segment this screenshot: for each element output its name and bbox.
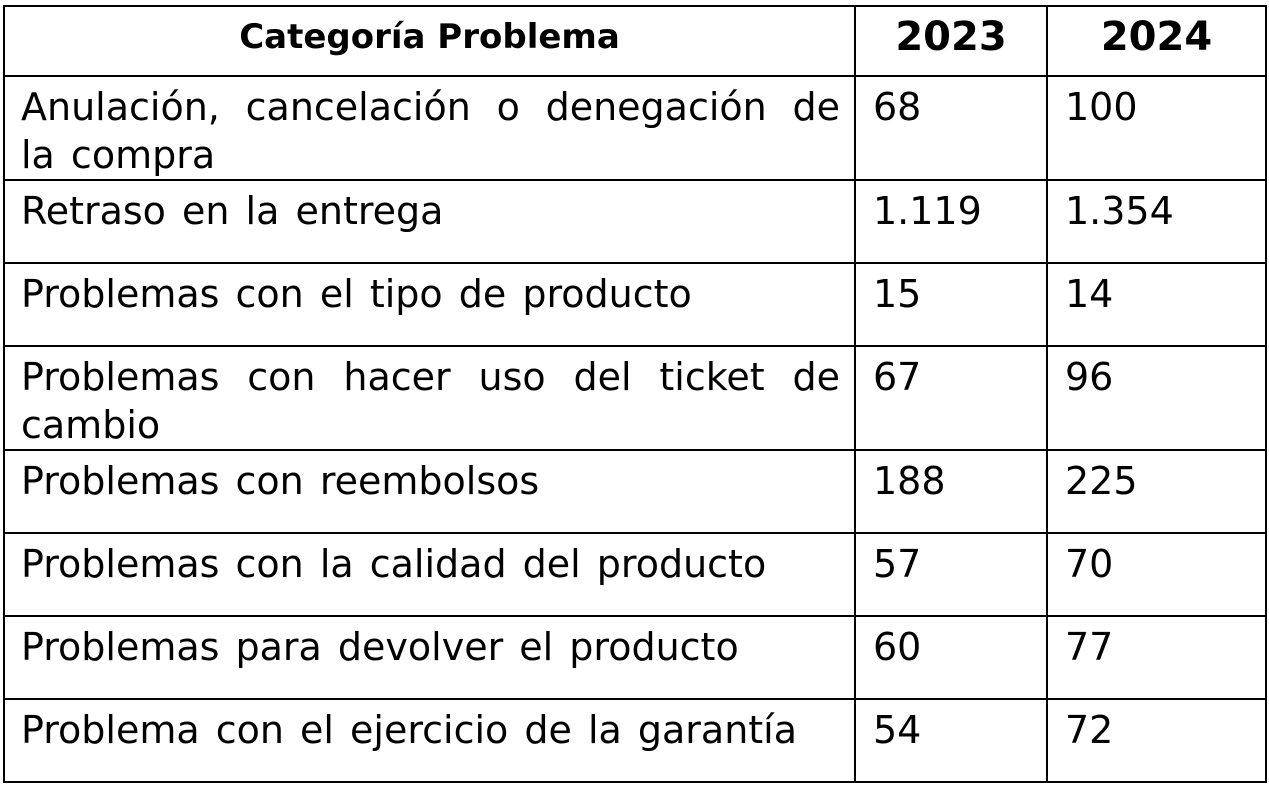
- table-row: Problemas con hacer uso del ticket de ca…: [3, 345, 1267, 451]
- header-row: Categoría Problema 2023 2024: [3, 5, 1267, 77]
- category-cell: Problemas con la calidad del producto: [3, 532, 856, 617]
- header-category: Categoría Problema: [3, 5, 856, 77]
- table-header: Categoría Problema 2023 2024: [3, 5, 1267, 77]
- value-2023-cell: 60: [854, 615, 1048, 700]
- table-row: Problemas con la calidad del producto 57…: [3, 532, 1267, 617]
- value-2024-cell: 72: [1046, 698, 1267, 783]
- value-2023-cell: 57: [854, 532, 1048, 617]
- table-row: Problemas con el tipo de producto 15 14: [3, 262, 1267, 347]
- table-row: Problemas para devolver el producto 60 7…: [3, 615, 1267, 700]
- value-2023-cell: 67: [854, 345, 1048, 451]
- value-2023-cell: 1.119: [854, 179, 1048, 264]
- value-2023-cell: 15: [854, 262, 1048, 347]
- category-cell: Retraso en la entrega: [3, 179, 856, 264]
- header-year-2023: 2023: [854, 5, 1048, 77]
- complaints-table: Categoría Problema 2023 2024 Anulación, …: [3, 5, 1267, 783]
- value-2024-cell: 77: [1046, 615, 1267, 700]
- value-2023-cell: 54: [854, 698, 1048, 783]
- value-2023-cell: 188: [854, 449, 1048, 534]
- category-cell: Problemas con hacer uso del ticket de ca…: [3, 345, 856, 451]
- table-row: Retraso en la entrega 1.119 1.354: [3, 179, 1267, 264]
- table-row: Problema con el ejercicio de la garantía…: [3, 698, 1267, 783]
- category-cell: Problemas para devolver el producto: [3, 615, 856, 700]
- value-2024-cell: 96: [1046, 345, 1267, 451]
- value-2024-cell: 14: [1046, 262, 1267, 347]
- value-2024-cell: 225: [1046, 449, 1267, 534]
- table-body: Anulación, cancelación o denegación de l…: [3, 75, 1267, 783]
- table-row: Problemas con reembolsos 188 225: [3, 449, 1267, 534]
- value-2024-cell: 1.354: [1046, 179, 1267, 264]
- table-row: Anulación, cancelación o denegación de l…: [3, 75, 1267, 181]
- value-2023-cell: 68: [854, 75, 1048, 181]
- category-cell: Anulación, cancelación o denegación de l…: [3, 75, 856, 181]
- category-cell: Problema con el ejercicio de la garantía: [3, 698, 856, 783]
- value-2024-cell: 70: [1046, 532, 1267, 617]
- header-year-2024: 2024: [1046, 5, 1267, 77]
- value-2024-cell: 100: [1046, 75, 1267, 181]
- category-cell: Problemas con reembolsos: [3, 449, 856, 534]
- category-cell: Problemas con el tipo de producto: [3, 262, 856, 347]
